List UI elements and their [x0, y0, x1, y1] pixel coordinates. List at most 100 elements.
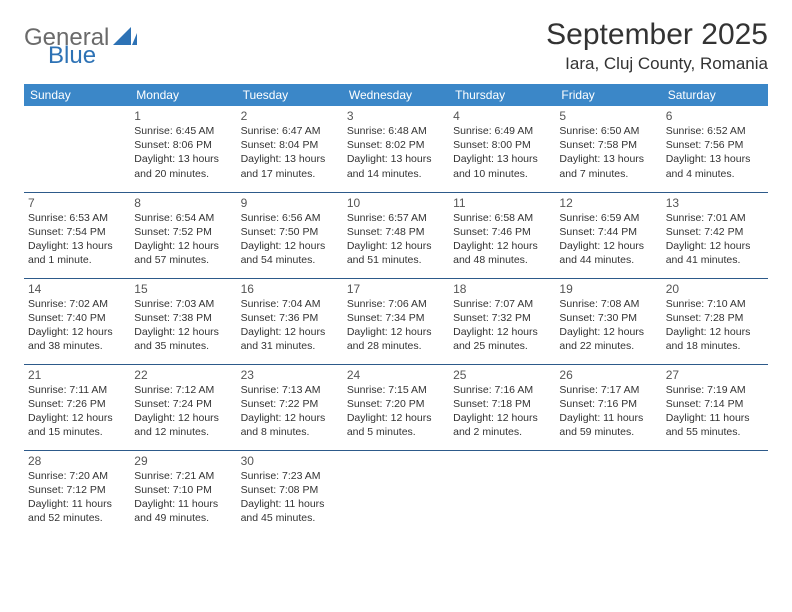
calendar-row: 7Sunrise: 6:53 AMSunset: 7:54 PMDaylight… — [24, 192, 768, 278]
day-number: 18 — [453, 282, 551, 296]
daylight2-text: and 57 minutes. — [134, 253, 232, 267]
day-number: 21 — [28, 368, 126, 382]
calendar-row: 14Sunrise: 7:02 AMSunset: 7:40 PMDayligh… — [24, 278, 768, 364]
day-number: 6 — [666, 109, 764, 123]
daylight2-text: and 18 minutes. — [666, 339, 764, 353]
daylight1-text: Daylight: 12 hours — [28, 411, 126, 425]
day-number: 23 — [241, 368, 339, 382]
sunrise-text: Sunrise: 7:21 AM — [134, 469, 232, 483]
calendar-page: General Blue September 2025 Iara, Cluj C… — [0, 0, 792, 554]
weekday-header: Thursday — [449, 84, 555, 106]
calendar-cell: 12Sunrise: 6:59 AMSunset: 7:44 PMDayligh… — [555, 192, 661, 278]
daylight2-text: and 12 minutes. — [134, 425, 232, 439]
sunrise-text: Sunrise: 7:03 AM — [134, 297, 232, 311]
daylight1-text: Daylight: 11 hours — [28, 497, 126, 511]
day-number: 28 — [28, 454, 126, 468]
sunrise-text: Sunrise: 6:50 AM — [559, 124, 657, 138]
day-number: 19 — [559, 282, 657, 296]
daylight1-text: Daylight: 12 hours — [453, 411, 551, 425]
title-block: September 2025 Iara, Cluj County, Romani… — [546, 18, 768, 74]
sunset-text: Sunset: 7:58 PM — [559, 138, 657, 152]
sunrise-text: Sunrise: 7:07 AM — [453, 297, 551, 311]
daylight1-text: Daylight: 12 hours — [453, 325, 551, 339]
calendar-row: 21Sunrise: 7:11 AMSunset: 7:26 PMDayligh… — [24, 364, 768, 450]
sunrise-text: Sunrise: 6:48 AM — [347, 124, 445, 138]
daylight2-text: and 49 minutes. — [134, 511, 232, 525]
calendar-cell: 3Sunrise: 6:48 AMSunset: 8:02 PMDaylight… — [343, 106, 449, 192]
daylight1-text: Daylight: 13 hours — [347, 152, 445, 166]
sunrise-text: Sunrise: 6:47 AM — [241, 124, 339, 138]
daylight1-text: Daylight: 13 hours — [241, 152, 339, 166]
page-header: General Blue September 2025 Iara, Cluj C… — [24, 18, 768, 74]
day-number: 22 — [134, 368, 232, 382]
day-number: 5 — [559, 109, 657, 123]
sunset-text: Sunset: 8:02 PM — [347, 138, 445, 152]
daylight1-text: Daylight: 11 hours — [241, 497, 339, 511]
daylight2-text: and 10 minutes. — [453, 167, 551, 181]
sunrise-text: Sunrise: 6:45 AM — [134, 124, 232, 138]
daylight1-text: Daylight: 12 hours — [28, 325, 126, 339]
calendar-cell: 30Sunrise: 7:23 AMSunset: 7:08 PMDayligh… — [237, 450, 343, 536]
day-number: 2 — [241, 109, 339, 123]
daylight2-text: and 25 minutes. — [453, 339, 551, 353]
day-number: 30 — [241, 454, 339, 468]
brand-sail-icon — [113, 25, 137, 52]
day-number: 4 — [453, 109, 551, 123]
daylight2-text: and 22 minutes. — [559, 339, 657, 353]
daylight2-text: and 7 minutes. — [559, 167, 657, 181]
sunrise-text: Sunrise: 7:16 AM — [453, 383, 551, 397]
sunset-text: Sunset: 8:04 PM — [241, 138, 339, 152]
day-number: 12 — [559, 196, 657, 210]
sunrise-text: Sunrise: 6:59 AM — [559, 211, 657, 225]
sunset-text: Sunset: 7:30 PM — [559, 311, 657, 325]
daylight2-text: and 31 minutes. — [241, 339, 339, 353]
sunrise-text: Sunrise: 6:53 AM — [28, 211, 126, 225]
sunrise-text: Sunrise: 6:49 AM — [453, 124, 551, 138]
calendar-cell: 27Sunrise: 7:19 AMSunset: 7:14 PMDayligh… — [662, 364, 768, 450]
sunset-text: Sunset: 7:34 PM — [347, 311, 445, 325]
calendar-cell — [662, 450, 768, 536]
calendar-cell — [24, 106, 130, 192]
calendar-cell: 6Sunrise: 6:52 AMSunset: 7:56 PMDaylight… — [662, 106, 768, 192]
weekday-header: Sunday — [24, 84, 130, 106]
sunset-text: Sunset: 7:14 PM — [666, 397, 764, 411]
day-number: 17 — [347, 282, 445, 296]
daylight2-text: and 28 minutes. — [347, 339, 445, 353]
sunrise-text: Sunrise: 6:58 AM — [453, 211, 551, 225]
daylight1-text: Daylight: 12 hours — [134, 411, 232, 425]
calendar-row: 1Sunrise: 6:45 AMSunset: 8:06 PMDaylight… — [24, 106, 768, 192]
sunrise-text: Sunrise: 7:04 AM — [241, 297, 339, 311]
weekday-header: Wednesday — [343, 84, 449, 106]
calendar-cell: 8Sunrise: 6:54 AMSunset: 7:52 PMDaylight… — [130, 192, 236, 278]
daylight2-text: and 55 minutes. — [666, 425, 764, 439]
calendar-cell: 2Sunrise: 6:47 AMSunset: 8:04 PMDaylight… — [237, 106, 343, 192]
day-number: 29 — [134, 454, 232, 468]
daylight2-text: and 20 minutes. — [134, 167, 232, 181]
sunrise-text: Sunrise: 7:20 AM — [28, 469, 126, 483]
sunrise-text: Sunrise: 7:06 AM — [347, 297, 445, 311]
daylight1-text: Daylight: 11 hours — [134, 497, 232, 511]
daylight2-text: and 2 minutes. — [453, 425, 551, 439]
calendar-cell: 21Sunrise: 7:11 AMSunset: 7:26 PMDayligh… — [24, 364, 130, 450]
calendar-cell: 26Sunrise: 7:17 AMSunset: 7:16 PMDayligh… — [555, 364, 661, 450]
calendar-cell: 5Sunrise: 6:50 AMSunset: 7:58 PMDaylight… — [555, 106, 661, 192]
sunrise-text: Sunrise: 7:10 AM — [666, 297, 764, 311]
sunset-text: Sunset: 7:48 PM — [347, 225, 445, 239]
day-number: 20 — [666, 282, 764, 296]
calendar-cell: 19Sunrise: 7:08 AMSunset: 7:30 PMDayligh… — [555, 278, 661, 364]
day-number: 7 — [28, 196, 126, 210]
calendar-cell: 25Sunrise: 7:16 AMSunset: 7:18 PMDayligh… — [449, 364, 555, 450]
calendar-cell — [555, 450, 661, 536]
location-text: Iara, Cluj County, Romania — [546, 54, 768, 74]
sunset-text: Sunset: 7:16 PM — [559, 397, 657, 411]
sunset-text: Sunset: 7:52 PM — [134, 225, 232, 239]
daylight2-text: and 17 minutes. — [241, 167, 339, 181]
calendar-cell: 18Sunrise: 7:07 AMSunset: 7:32 PMDayligh… — [449, 278, 555, 364]
weekday-header: Saturday — [662, 84, 768, 106]
daylight2-text: and 35 minutes. — [134, 339, 232, 353]
sunrise-text: Sunrise: 7:01 AM — [666, 211, 764, 225]
sunrise-text: Sunrise: 7:15 AM — [347, 383, 445, 397]
day-number: 24 — [347, 368, 445, 382]
sunset-text: Sunset: 7:08 PM — [241, 483, 339, 497]
calendar-cell: 29Sunrise: 7:21 AMSunset: 7:10 PMDayligh… — [130, 450, 236, 536]
